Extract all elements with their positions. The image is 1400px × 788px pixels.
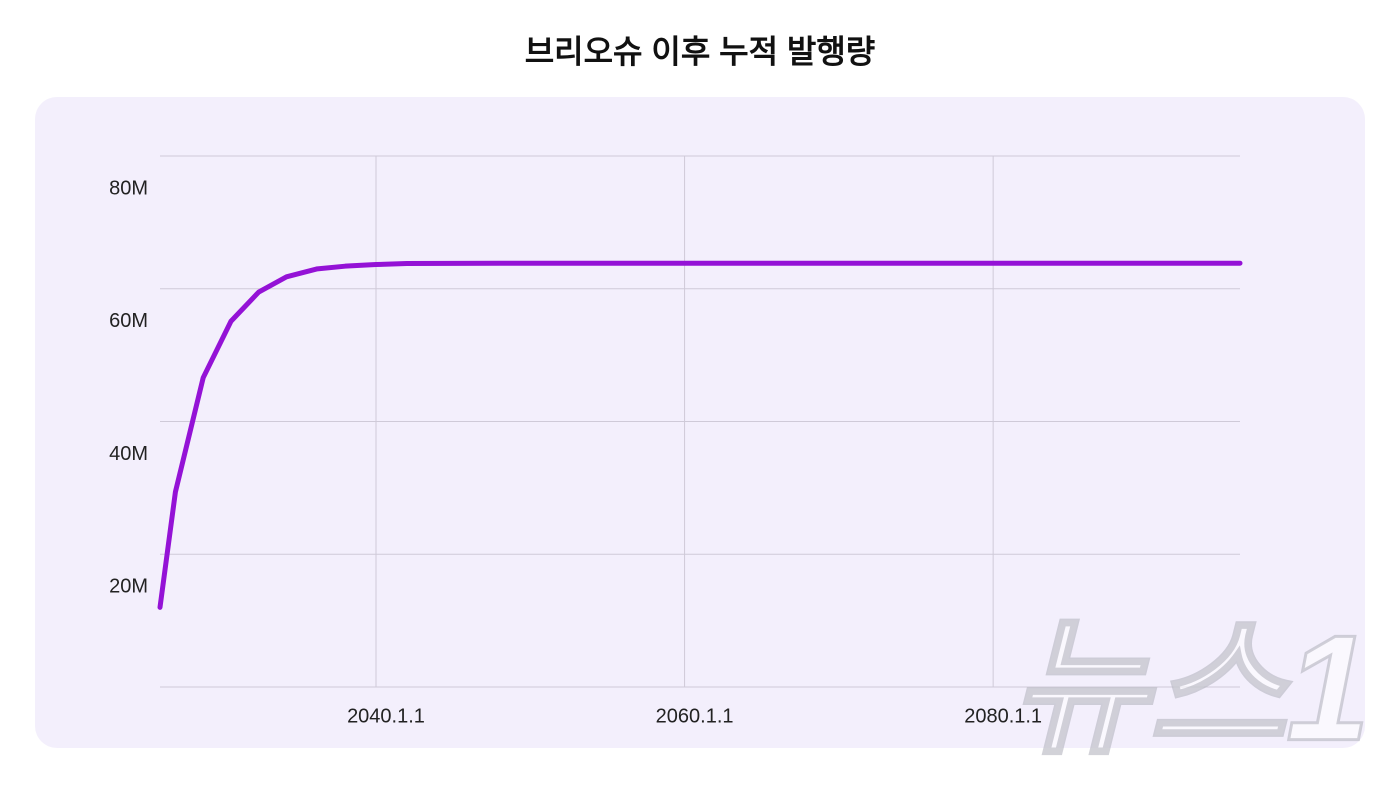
data-line [157, 260, 1243, 610]
x-tick-label: 2040.1.1 [347, 705, 425, 727]
x-tick-label: 2060.1.1 [656, 705, 734, 727]
x-tick-label: 2080.1.1 [964, 705, 1042, 727]
y-tick-label: 80M [109, 177, 148, 199]
y-tick-label: 40M [109, 443, 148, 465]
chart-card [35, 97, 1365, 748]
chart-title: 브리오슈 이후 누적 발행량 [525, 33, 876, 69]
y-tick-label: 20M [109, 576, 148, 598]
watermark: 뉴스1 [1010, 604, 1369, 772]
y-tick-label: 60M [109, 310, 148, 332]
